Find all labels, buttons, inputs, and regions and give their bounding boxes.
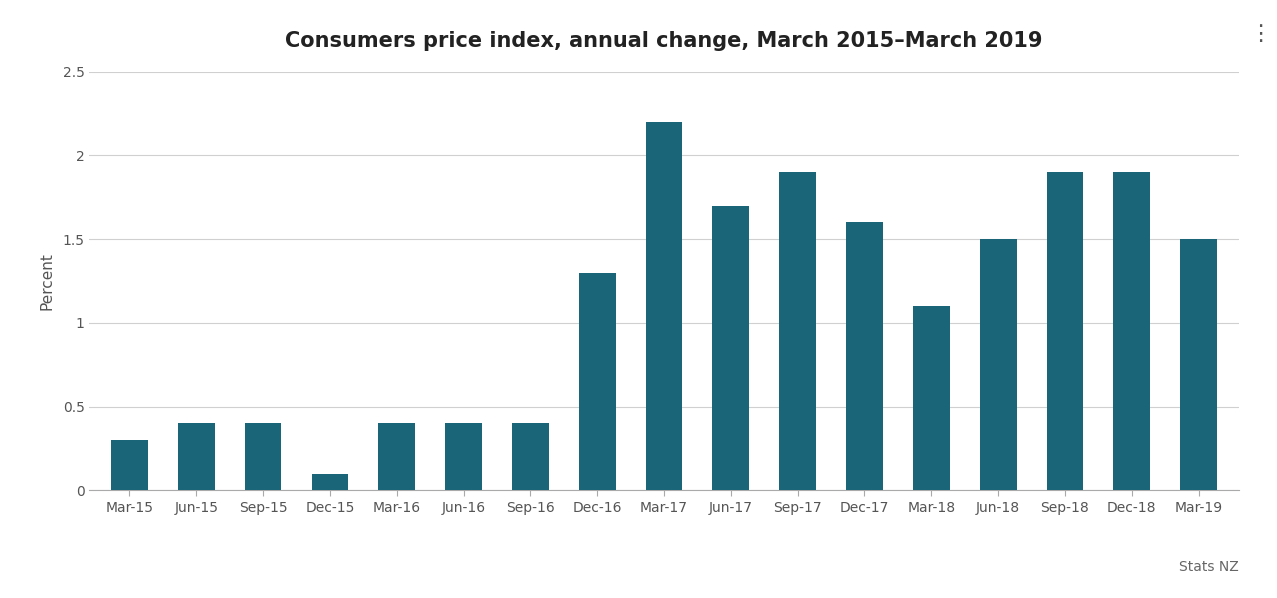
- Bar: [378, 423, 415, 490]
- Text: Stats NZ: Stats NZ: [1179, 560, 1239, 574]
- Bar: [512, 423, 549, 490]
- Bar: [578, 273, 616, 490]
- Bar: [111, 440, 148, 490]
- Bar: [979, 239, 1016, 490]
- Title: Consumers price index, annual change, March 2015–March 2019: Consumers price index, annual change, Ma…: [285, 30, 1043, 51]
- Bar: [913, 306, 950, 490]
- Text: ⋮: ⋮: [1249, 24, 1272, 44]
- Bar: [1180, 239, 1217, 490]
- Bar: [178, 423, 215, 490]
- Bar: [312, 474, 349, 490]
- Bar: [1047, 172, 1083, 490]
- Bar: [1114, 172, 1151, 490]
- Bar: [446, 423, 481, 490]
- Bar: [646, 122, 682, 490]
- Y-axis label: Percent: Percent: [40, 252, 54, 310]
- Bar: [779, 172, 816, 490]
- Bar: [847, 222, 882, 490]
- Bar: [713, 206, 750, 490]
- Bar: [245, 423, 281, 490]
